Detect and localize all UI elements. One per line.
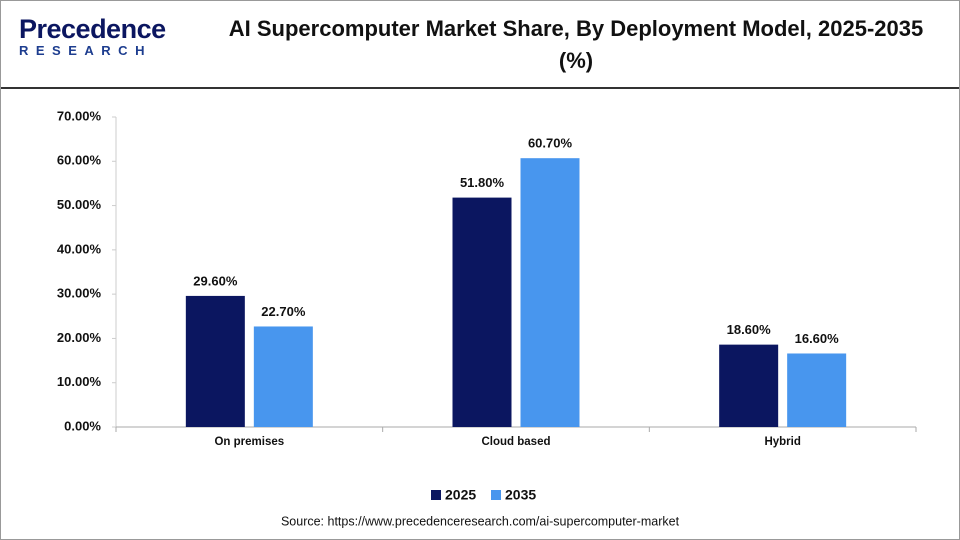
value-label: 22.70% — [261, 304, 306, 319]
bar — [520, 158, 580, 427]
y-tick-label: 60.00% — [57, 153, 102, 168]
bar — [185, 295, 245, 427]
x-tick-label: On premises — [214, 436, 284, 448]
legend-label: 2035 — [505, 487, 536, 503]
value-label: 18.60% — [727, 322, 772, 337]
legend-label: 2025 — [445, 487, 476, 503]
logo-tagline: RESEARCH — [19, 43, 152, 58]
value-label: 60.70% — [528, 136, 573, 151]
value-label: 16.60% — [795, 331, 840, 346]
logo: Precedence RESEARCH — [19, 15, 166, 58]
y-tick-label: 0.00% — [64, 418, 101, 433]
y-tick-label: 30.00% — [57, 286, 102, 301]
y-tick-label: 10.00% — [57, 374, 102, 389]
legend-swatch — [491, 490, 501, 500]
y-tick-label: 70.00% — [57, 108, 102, 123]
value-label: 29.60% — [193, 273, 238, 288]
y-tick-label: 20.00% — [57, 330, 102, 345]
value-label: 51.80% — [460, 175, 505, 190]
legend-swatch — [431, 490, 441, 500]
bar — [253, 326, 313, 427]
bar — [719, 344, 779, 427]
x-tick-label: Cloud based — [481, 436, 550, 448]
header-rule — [1, 87, 959, 89]
y-tick-label: 40.00% — [57, 241, 102, 256]
source: Source: https://www.precedenceresearch.c… — [281, 514, 680, 528]
logo-name: Precedence — [19, 14, 166, 44]
chart-title: AI Supercomputer Market Share, By Deploy… — [228, 16, 924, 73]
bar — [787, 353, 847, 427]
y-tick-label: 50.00% — [57, 197, 102, 212]
bar — [452, 197, 512, 427]
x-tick-label: Hybrid — [764, 436, 800, 448]
